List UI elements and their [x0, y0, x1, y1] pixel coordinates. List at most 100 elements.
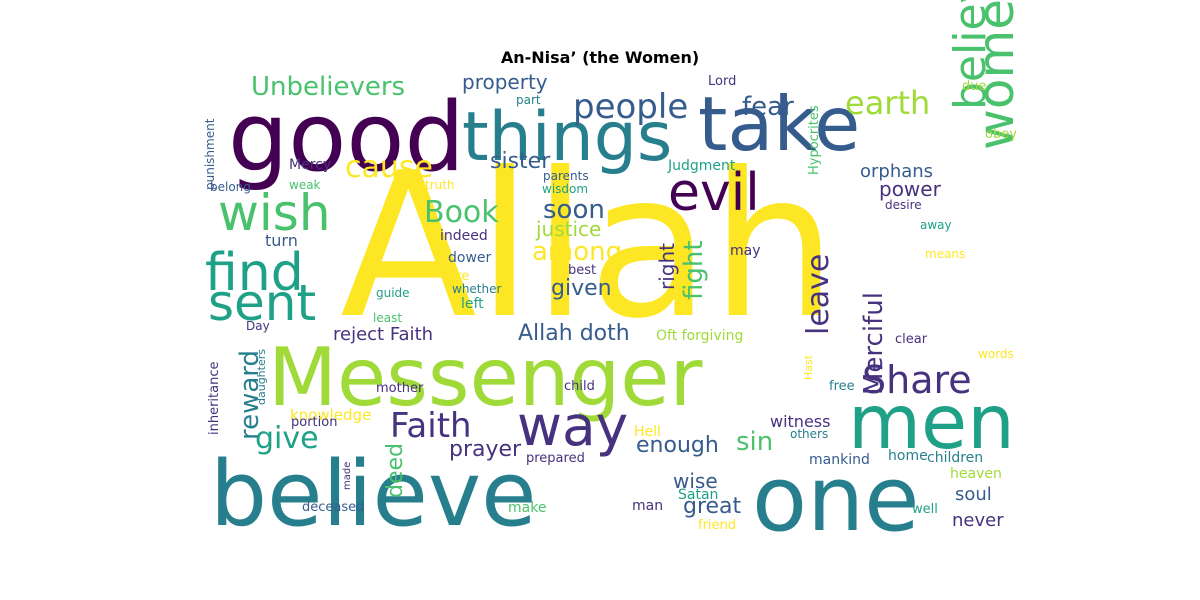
word-hast: Hast — [802, 354, 815, 380]
word-wisdom: wisdom — [542, 182, 588, 196]
word-home: home — [888, 448, 928, 464]
word-earth: earth — [845, 84, 930, 122]
word-cause: cause — [345, 150, 433, 185]
word-mankind: mankind — [809, 452, 870, 468]
word-women: women — [967, 0, 1025, 150]
word-inheritance: inheritance — [207, 362, 222, 436]
word-words: words — [978, 347, 1014, 361]
word-portion: portion — [291, 415, 337, 430]
word-child: child — [564, 379, 595, 394]
word-truth: truth — [425, 178, 455, 192]
word-due: due — [962, 79, 987, 94]
word-among: among — [532, 237, 622, 267]
word-justice: justice — [535, 217, 601, 241]
word-deed: deed — [383, 443, 408, 498]
word-things: things — [462, 98, 672, 177]
word-believer: believer — [945, 0, 996, 110]
word-great: great — [683, 494, 742, 519]
word-soul: soul — [955, 484, 992, 505]
word-sent: sent — [208, 274, 316, 332]
word-daughters: daughters — [255, 349, 268, 405]
word-free: free — [829, 379, 855, 394]
word-made: made — [342, 462, 353, 490]
word-belong: belong — [210, 180, 251, 194]
word-desire: desire — [885, 198, 922, 212]
word-given: given — [551, 276, 612, 301]
word-least: least — [373, 311, 402, 325]
word-enough: enough — [636, 433, 719, 458]
word-left: left — [461, 296, 484, 312]
word-sister: sister — [490, 149, 551, 174]
word-people: people — [573, 87, 688, 127]
word-good: good — [228, 83, 465, 193]
word-evil: evil — [668, 163, 760, 223]
word-may: may — [730, 243, 761, 259]
figure-title: An-Nisa’ (the Women) — [500, 48, 700, 67]
word-guide: guide — [376, 286, 410, 300]
word-lord: Lord — [708, 74, 736, 89]
word-sin: sin — [736, 427, 773, 457]
word-others: others — [790, 427, 828, 441]
word-fear: fear — [742, 92, 794, 122]
word-mercy: Mercy — [289, 157, 331, 173]
word-day: Day — [246, 319, 270, 333]
word-weak: weak — [289, 178, 321, 192]
word-make: make — [508, 500, 546, 516]
word-fire: Fire — [446, 269, 469, 284]
word-share: Share — [862, 358, 972, 402]
word-allah: Allah — [340, 130, 837, 363]
word-man: man — [632, 498, 663, 514]
word-away: away — [920, 218, 952, 232]
word-unbelievers: Unbelievers — [251, 72, 405, 102]
word-allah-doth: Allah doth — [518, 321, 630, 346]
word-children: children — [927, 450, 983, 466]
word-faith: Faith — [390, 406, 472, 446]
word-dower: dower — [448, 250, 492, 266]
word-means: means — [925, 247, 965, 261]
word-reward: reward — [235, 350, 265, 440]
word-give: give — [255, 421, 319, 456]
word-deceased: deceased — [302, 500, 364, 515]
word-satan: Satan — [678, 487, 718, 503]
word-witness: witness — [770, 412, 830, 431]
word-prepared: prepared — [526, 451, 585, 466]
word-obey: obey — [985, 127, 1017, 142]
word-believe: believe — [210, 442, 537, 547]
word-power: power — [879, 177, 942, 201]
word-one: one — [752, 447, 919, 552]
word-hypocrites: Hypocrites — [807, 105, 822, 175]
word-orphans: orphans — [860, 161, 933, 182]
word-reject-faith: reject Faith — [333, 324, 433, 345]
word-best: best — [568, 263, 596, 278]
word-well: well — [912, 502, 938, 517]
word-hell: Hell — [634, 424, 661, 440]
word-whether: whether — [452, 282, 501, 296]
word-heaven: heaven — [950, 466, 1002, 482]
word-punishment: punishment — [203, 118, 217, 190]
word-way: way — [517, 394, 628, 458]
word-oft-forgiving: Oft forgiving — [656, 328, 743, 344]
word-friend: friend — [698, 518, 736, 533]
word-never: never — [952, 510, 1004, 531]
word-wise: wise — [673, 469, 718, 493]
word-property: property — [462, 70, 548, 94]
word-clear: clear — [895, 332, 928, 347]
word-turn: turn — [265, 231, 298, 250]
word-merciful: Merciful — [859, 292, 889, 395]
word-mother: mother — [376, 381, 424, 396]
word-soon: soon — [543, 195, 605, 225]
word-right: right — [655, 243, 679, 290]
word-wish: wish — [218, 184, 331, 242]
word-prayer: prayer — [449, 437, 522, 462]
word-judgment: Judgment — [667, 158, 736, 174]
word-fight: fight — [679, 240, 709, 300]
word-parents: parents — [543, 169, 589, 183]
word-messenger: Messenger — [268, 331, 703, 424]
word-take: take — [698, 80, 860, 168]
word-book: Book — [424, 195, 499, 230]
word-leave: leave — [801, 254, 836, 335]
word-men: men — [848, 378, 1015, 466]
word-find: find — [205, 243, 304, 303]
